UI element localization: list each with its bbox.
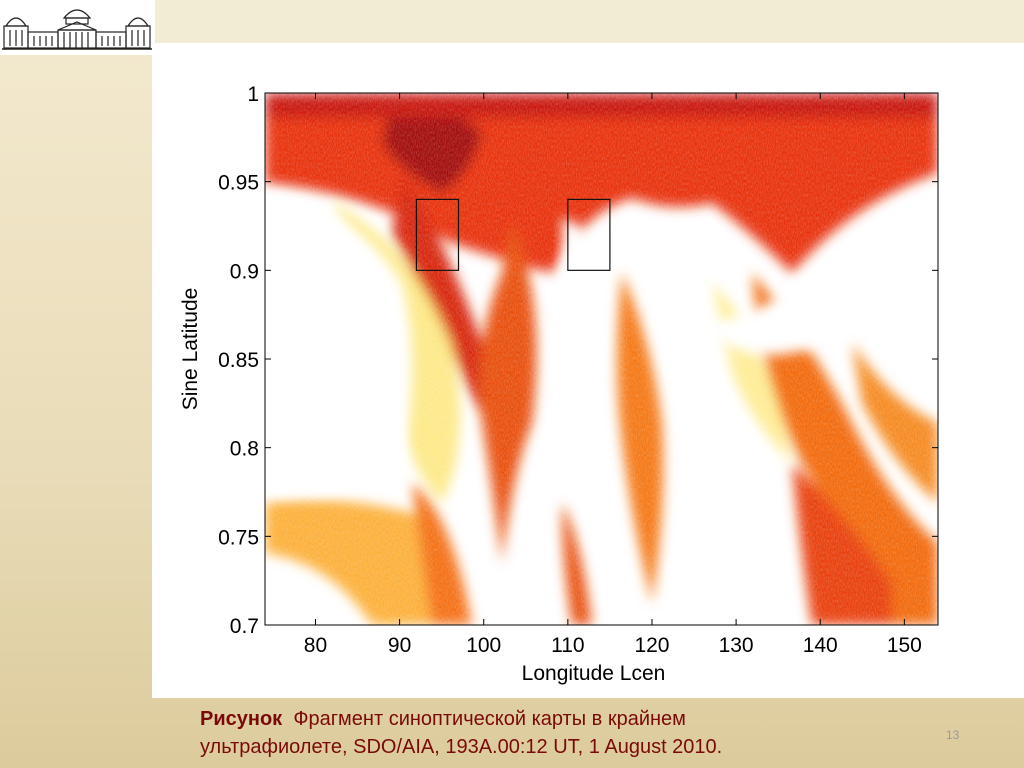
figure-panel: 80 90 100 110 120 130 140 150 0.7 0.75 0.8 0.85 0.9 0… bbox=[152, 43, 1024, 698]
x-tick-label: 140 bbox=[803, 634, 838, 657]
header-band bbox=[155, 0, 1024, 43]
x-axis-label: Longitude Lcen bbox=[522, 662, 666, 685]
y-tick-label: 0.75 bbox=[218, 526, 259, 549]
caption-line-1: Фрагмент синоптической карты в крайнем bbox=[293, 708, 686, 730]
y-tick-label: 0.95 bbox=[218, 172, 259, 195]
annotation-box-1 bbox=[415, 198, 460, 271]
caption-label: Рисунок bbox=[200, 708, 283, 730]
figure-caption: Рисунок Фрагмент синоптической карты в к… bbox=[200, 705, 920, 761]
heatmap-image bbox=[265, 93, 938, 625]
synoptic-map-chart: 80 90 100 110 120 130 140 150 0.7 0.75 0.8 0.85 0.9 0… bbox=[179, 83, 939, 685]
axes: 80 90 100 110 120 130 140 150 0.7 0.75 0.8 0.85 0.9 0… bbox=[179, 83, 939, 685]
y-tick-label: 0.8 bbox=[230, 438, 259, 461]
x-tick-label: 150 bbox=[887, 634, 922, 657]
x-tick-label: 100 bbox=[466, 634, 501, 657]
slide-number: 13 bbox=[946, 728, 960, 742]
y-tick-label: 0.9 bbox=[230, 260, 259, 283]
x-tick-label: 80 bbox=[304, 634, 327, 657]
y-axis-label: Sine Latitude bbox=[179, 288, 202, 411]
observatory-logo bbox=[0, 0, 155, 55]
y-tick-label: 1 bbox=[247, 83, 259, 106]
x-tick-label: 90 bbox=[388, 634, 411, 657]
observatory-building-icon bbox=[2, 9, 153, 50]
x-tick-label: 130 bbox=[719, 634, 754, 657]
x-tick-label: 110 bbox=[551, 634, 584, 657]
y-tick-label: 0.7 bbox=[230, 615, 259, 638]
y-tick-label: 0.85 bbox=[218, 349, 259, 372]
caption-line-2: ультрафиолете, SDO/AIA, 193A.00:12 UT, 1… bbox=[200, 736, 723, 758]
x-tick-label: 120 bbox=[634, 634, 669, 657]
annotation-box-2 bbox=[567, 198, 611, 271]
